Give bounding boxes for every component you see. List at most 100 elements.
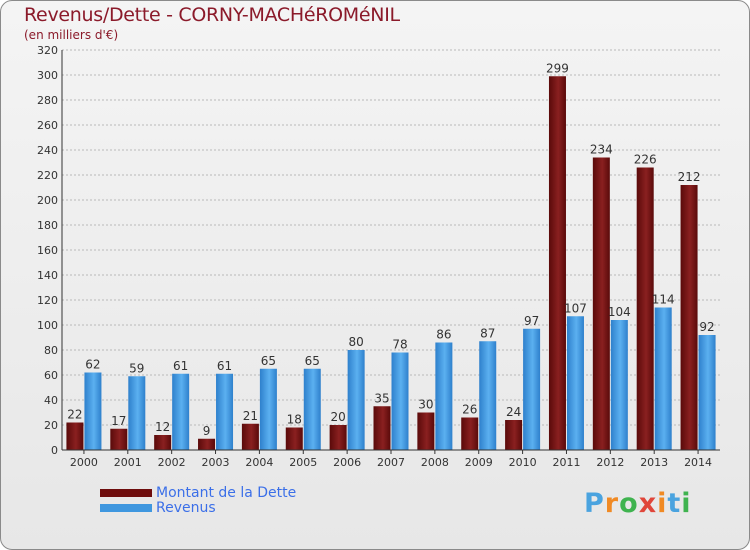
bar-revenus: [216, 373, 234, 450]
y-tick-label: 240: [37, 144, 58, 157]
data-label-dette: 22: [67, 408, 82, 422]
data-label-dette: 21: [243, 409, 258, 423]
data-label-revenus: 104: [608, 305, 631, 319]
data-label-dette: 30: [418, 398, 433, 412]
bar-revenus: [523, 328, 541, 450]
grid-layer: [62, 49, 720, 451]
data-label-revenus: 80: [348, 335, 363, 349]
data-label-revenus: 61: [217, 359, 232, 373]
data-label-dette: 226: [634, 153, 657, 167]
data-label-revenus: 65: [261, 354, 276, 368]
data-label-revenus: 107: [564, 301, 587, 315]
chart-subtitle: (en milliers d'€): [24, 28, 119, 42]
data-label-revenus: 65: [305, 354, 320, 368]
y-tick-label: 140: [37, 269, 58, 282]
data-label-revenus: 62: [85, 358, 100, 372]
y-tick-label: 180: [37, 219, 58, 232]
x-tick-label: 2004: [245, 456, 273, 469]
x-tick-label: 2008: [421, 456, 449, 469]
bar-dette: [636, 167, 654, 450]
y-tick-label: 220: [37, 169, 58, 182]
x-tick-label: 2014: [684, 456, 712, 469]
legend-item-dette: Montant de la Dette: [100, 484, 297, 501]
bar-revenus: [566, 316, 584, 450]
bar-dette: [680, 185, 698, 450]
y-tick-label: 300: [37, 69, 58, 82]
x-tick-label: 2006: [333, 456, 361, 469]
y-tick-label: 280: [37, 94, 58, 107]
bar-revenus: [654, 307, 672, 450]
data-label-dette: 212: [678, 170, 701, 184]
proxiti-logo: Proxiti: [584, 488, 692, 519]
data-label-revenus: 97: [524, 314, 539, 328]
data-label-dette: 35: [374, 391, 389, 405]
bar-revenus: [479, 341, 497, 450]
x-tick-label: 2003: [202, 456, 230, 469]
x-tick-label: 2005: [289, 456, 317, 469]
bar-dette: [154, 435, 172, 450]
data-label-dette: 12: [155, 420, 170, 434]
data-label-revenus: 86: [436, 328, 451, 342]
legend-swatch-revenus: [100, 503, 152, 512]
bar-dette: [66, 422, 84, 450]
bar-dette: [329, 425, 347, 450]
x-tick-label: 2013: [640, 456, 668, 469]
x-tick-label: 2012: [596, 456, 624, 469]
y-tick-label: 160: [37, 244, 58, 257]
bar-revenus: [259, 368, 277, 450]
y-tick-label: 100: [37, 319, 58, 332]
y-tick-label: 60: [44, 369, 58, 382]
logo-letter: i: [657, 488, 668, 519]
data-label-revenus: 87: [480, 326, 495, 340]
chart-title: Revenus/Dette - CORNY-MACHéROMéNIL: [24, 4, 400, 26]
data-label-dette: 299: [546, 61, 569, 75]
legend: Montant de la Dette Revenus: [100, 484, 297, 516]
y-tick-label: 80: [44, 344, 58, 357]
data-label-dette: 20: [330, 410, 345, 424]
bar-revenus: [391, 352, 409, 450]
bar-dette: [548, 76, 566, 450]
labels-layer: 22 62 17 59 12 61 9 61 21 65 18 65 20 80 35 78 30 86 26 87 2…: [67, 61, 714, 438]
bar-revenus: [347, 350, 365, 450]
y-tick-label: 200: [37, 194, 58, 207]
data-label-dette: 234: [590, 143, 613, 157]
x-tick-label: 2001: [114, 456, 142, 469]
bar-dette: [461, 417, 479, 450]
data-label-dette: 24: [506, 405, 521, 419]
y-tick-label: 320: [37, 44, 58, 57]
logo-letter: o: [619, 488, 639, 519]
bar-dette: [373, 406, 391, 450]
axis-layer: 0204060801001201401601802002202402602803…: [37, 44, 720, 469]
data-label-revenus: 114: [652, 293, 675, 307]
data-label-dette: 18: [287, 413, 302, 427]
bar-dette: [417, 412, 435, 450]
bar-dette: [198, 438, 216, 450]
y-tick-label: 20: [44, 419, 58, 432]
bar-revenus: [435, 342, 453, 450]
data-label-revenus: 78: [392, 338, 407, 352]
y-tick-label: 260: [37, 119, 58, 132]
data-label-dette: 26: [462, 403, 477, 417]
y-tick-label: 120: [37, 294, 58, 307]
x-tick-label: 2000: [70, 456, 98, 469]
bar-revenus: [128, 376, 146, 450]
x-tick-label: 2009: [465, 456, 493, 469]
x-tick-label: 2011: [552, 456, 580, 469]
bar-revenus: [172, 373, 190, 450]
legend-label-revenus: Revenus: [156, 499, 216, 516]
legend-swatch-dette: [100, 488, 152, 497]
data-label-revenus: 61: [173, 359, 188, 373]
bars-layer: [66, 76, 716, 450]
bar-dette: [505, 420, 523, 450]
x-tick-label: 2007: [377, 456, 405, 469]
data-label-revenus: 92: [699, 320, 714, 334]
x-tick-label: 2010: [509, 456, 537, 469]
bar-dette: [592, 157, 610, 450]
logo-letter: i: [681, 488, 692, 519]
bar-revenus: [84, 372, 102, 450]
data-label-revenus: 59: [129, 361, 144, 375]
bar-dette: [110, 428, 128, 450]
legend-label-dette: Montant de la Dette: [156, 484, 297, 501]
x-tick-label: 2002: [158, 456, 186, 469]
